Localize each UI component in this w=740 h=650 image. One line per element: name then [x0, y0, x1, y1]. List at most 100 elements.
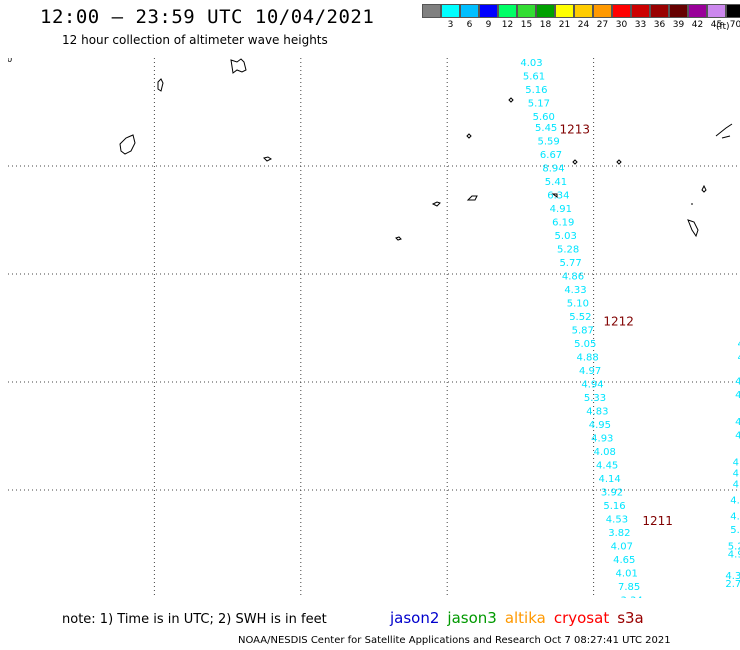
color-scale-label: 21 — [558, 20, 571, 30]
color-swatch — [593, 4, 612, 18]
satellite-legend-item: altika — [504, 609, 546, 627]
color-swatch — [726, 4, 740, 18]
wave-height-label: 4.34 — [730, 512, 740, 523]
wave-height-label: 4.5 — [735, 417, 740, 428]
wave-height-label: 5.17 — [528, 99, 550, 110]
island-outline — [395, 236, 402, 241]
time-label: 1211 — [642, 514, 673, 528]
satellite-legend-item: jason3 — [447, 609, 497, 627]
color-scale-label: 15 — [520, 20, 533, 30]
color-scale-label: 30 — [615, 20, 628, 30]
wave-height-label: 5.33 — [584, 393, 606, 404]
color-scale-label: 42 — [691, 20, 704, 30]
wave-height-label: 4.04 — [733, 479, 740, 490]
wave-height-label: 4.91 — [730, 496, 740, 507]
color-scale-item: 21 — [555, 4, 574, 30]
wave-height-label: 4.88 — [577, 352, 599, 363]
altimeter-tracks: 4.03 5.61 5.16 5.17 5.605.45 5.59 6.67 8.94 5.41… — [520, 58, 740, 598]
color-scale-item: 24 — [574, 4, 593, 30]
wave-height-label: 4.62 — [733, 469, 740, 480]
color-scale-item: 42 — [688, 4, 707, 30]
wave-height-label: 6.34 — [547, 190, 569, 201]
island-outline — [508, 97, 514, 103]
wave-height-label: 5.05 — [574, 339, 596, 350]
color-swatch — [707, 4, 726, 18]
island-outline — [701, 184, 707, 193]
wave-height-label: 6.67 — [540, 150, 562, 161]
time-label: 1213 — [559, 123, 590, 137]
color-scale-label: 24 — [577, 20, 590, 30]
y-tick-label: 10 — [8, 58, 12, 64]
color-scale-label — [430, 20, 433, 30]
color-swatch — [517, 4, 536, 18]
wave-height-label: 5.61 — [523, 72, 545, 83]
wave-height-label: 4.95 — [728, 550, 740, 561]
wave-height-label: 5.60 — [533, 112, 555, 123]
island-outline — [263, 156, 272, 162]
wave-height-label: 5.87 — [572, 325, 594, 336]
wave-height-label: 4.95 — [589, 420, 611, 431]
island-outline — [466, 133, 472, 139]
wave-height-label: 5.77 — [559, 258, 581, 269]
wave-height-label: 4.97 — [579, 366, 601, 377]
wave-height-label: 5.25 — [728, 541, 740, 552]
color-scale-item: 9 — [479, 4, 498, 30]
color-swatch — [688, 4, 707, 18]
wave-height-label: 5.59 — [537, 136, 559, 147]
color-swatch — [460, 4, 479, 18]
axis-labels: 1351381411441471500246810 — [8, 58, 12, 64]
wave-height-label: 4 — [738, 352, 740, 363]
island-outline — [715, 123, 733, 139]
color-swatch — [441, 4, 460, 18]
color-scale-label: 18 — [539, 20, 552, 30]
color-scale-item: 15 — [517, 4, 536, 30]
wave-height-label: 4.14 — [598, 474, 620, 485]
color-scale-item: 36 — [650, 4, 669, 30]
island-outline — [616, 159, 622, 165]
color-scale-item: 12 — [498, 4, 517, 30]
wave-height-label: 4.03 — [520, 58, 542, 69]
wave-height-label: 4 — [738, 339, 740, 350]
wave-height-label: 5.28 — [557, 244, 579, 255]
wave-height-label: 4.93 — [591, 433, 613, 444]
wave-height-map: 4.03 5.61 5.16 5.17 5.605.45 5.59 6.67 8.94 5.41… — [8, 58, 740, 598]
color-swatch — [574, 4, 593, 18]
wave-height-label: 4.07 — [611, 541, 633, 552]
color-scale-item: 33 — [631, 4, 650, 30]
wave-height-label: 5.09 — [730, 525, 740, 536]
wave-height-label: 4.83 — [586, 406, 608, 417]
color-swatch — [612, 4, 631, 18]
wave-height-label: 5.16 — [603, 501, 625, 512]
map-title: 12:00 – 23:59 UTC 10/04/2021 — [40, 6, 375, 28]
color-scale-item: 27 — [593, 4, 612, 30]
island-outline — [230, 58, 247, 74]
wave-height-label: 6.19 — [552, 217, 574, 228]
island-outline — [119, 134, 136, 155]
satellite-legend: jason2 jason3 altika cryosat s3a — [390, 609, 652, 627]
wave-height-label: 4 — [735, 390, 740, 401]
wave-height-label: 4.86 — [562, 271, 584, 282]
wave-height-label: 5.45 — [535, 123, 557, 134]
wave-height-label: 3.82 — [608, 528, 630, 539]
island-outline — [431, 201, 441, 207]
footer-credit: NOAA/NESDIS Center for Satellite Applica… — [238, 635, 671, 646]
color-scale-item: 39 — [669, 4, 688, 30]
wave-height-label: 3.92 — [601, 487, 623, 498]
color-scale-label: 6 — [466, 20, 473, 30]
wave-height-label: 5.52 — [569, 312, 591, 323]
color-scale-label: 39 — [672, 20, 685, 30]
wave-height-label: 5.16 — [525, 85, 547, 96]
color-swatch — [669, 4, 688, 18]
color-scale-item: 30 — [612, 4, 631, 30]
color-scale-item: 45 — [707, 4, 726, 30]
wave-height-label: 2.77 — [725, 579, 740, 590]
color-swatch — [422, 4, 441, 18]
wave-height-label: 5.03 — [555, 231, 577, 242]
wave-height-label: 4 — [735, 377, 740, 388]
wave-height-label: 4.53 — [606, 514, 628, 525]
notes-text: note: 1) Time is in UTC; 2) SWH is in fe… — [62, 612, 327, 627]
time-label: 1212 — [603, 314, 634, 328]
wave-height-label: 3.34 — [620, 595, 642, 598]
island-outline — [551, 193, 558, 198]
color-swatch — [555, 4, 574, 18]
